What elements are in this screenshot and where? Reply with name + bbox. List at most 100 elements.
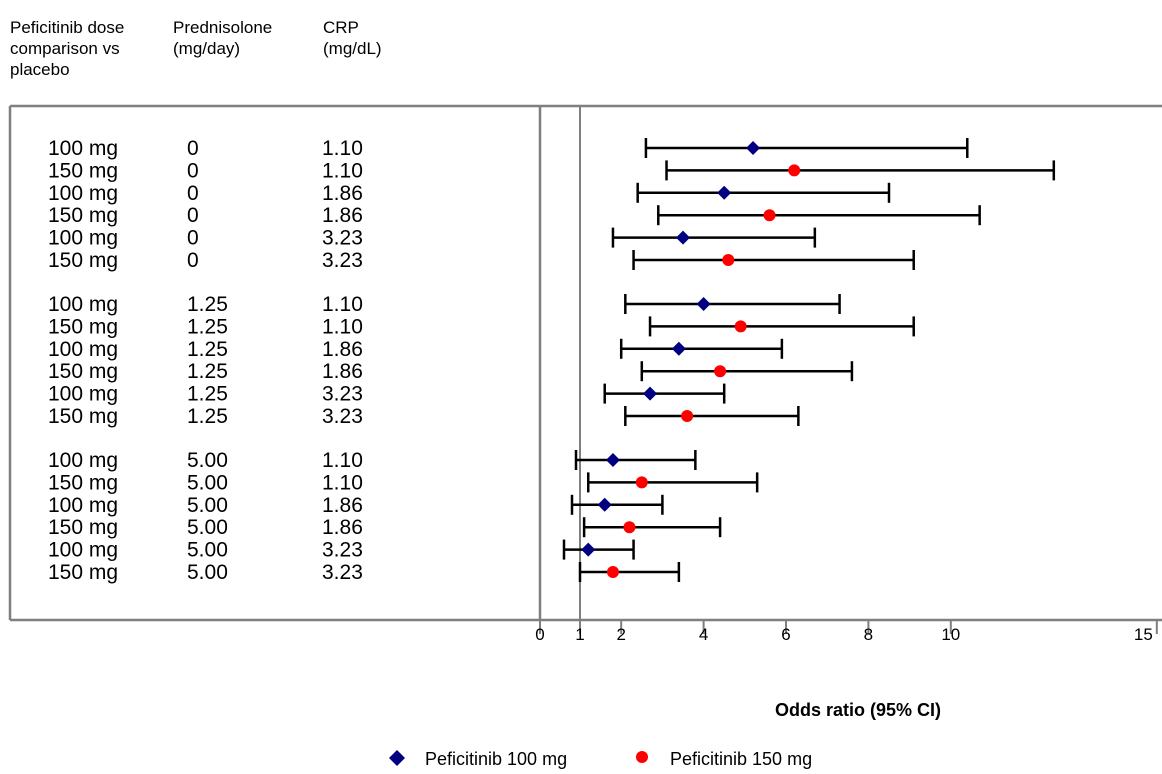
x-tick-label: 8 xyxy=(864,625,873,644)
row-prednisolone-value: 5.00 xyxy=(187,516,228,539)
row-crp-value: 1.10 xyxy=(322,471,363,494)
point-diamond xyxy=(676,230,690,245)
forest-row: 100 mg 0 3.23 xyxy=(48,227,817,250)
row-crp-value: 1.10 xyxy=(322,449,363,472)
forest-row: 150 mg 0 1.86 xyxy=(48,204,981,227)
row-prednisolone-value: 5.00 xyxy=(187,539,228,562)
point-circle xyxy=(635,476,648,489)
forest-row: 150 mg 0 1.10 xyxy=(48,159,1056,182)
row-dose-label: 100 mg xyxy=(48,182,118,205)
row-dose-label: 100 mg xyxy=(48,137,118,160)
rows-group: 100 mg 0 1.10 150 mg 0 1.10 100 mg 0 1.86 150 mg 0… xyxy=(48,137,1056,584)
header-prednisolone: Prednisolone (mg/day) xyxy=(173,18,273,58)
point-circle xyxy=(722,254,735,266)
plot-frame xyxy=(8,104,1162,622)
row-crp-value: 1.86 xyxy=(322,360,363,383)
point-diamond xyxy=(696,297,711,311)
point-diamond xyxy=(581,542,596,557)
x-tick-label: 15 xyxy=(1134,625,1153,644)
row-dose-label: 150 mg xyxy=(48,471,118,494)
x-tick-label: 4 xyxy=(699,625,708,644)
row-prednisolone-value: 1.25 xyxy=(187,383,228,406)
header-crp: CRP (mg/dL) xyxy=(323,18,382,58)
legend-label: Peficitinib 100 mg xyxy=(425,749,567,769)
forest-row: 150 mg 5.00 3.23 xyxy=(48,561,681,584)
legend-item: Peficitinib 150 mg xyxy=(636,749,812,769)
row-dose-label: 150 mg xyxy=(48,315,118,338)
point-diamond xyxy=(717,185,732,200)
row-crp-value: 3.23 xyxy=(322,561,363,584)
row-prednisolone-value: 0 xyxy=(187,249,199,272)
row-dose-label: 150 mg xyxy=(48,249,118,272)
x-axis: 0 1 2 4 6 8 10 15 xyxy=(535,620,1158,644)
legend-label: Peficitinib 150 mg xyxy=(670,749,812,769)
forest-row: 150 mg 1.25 1.86 xyxy=(48,360,854,383)
row-dose-label: 100 mg xyxy=(48,383,118,406)
point-circle xyxy=(681,410,694,422)
point-diamond xyxy=(597,497,612,512)
forest-row: 100 mg 5.00 1.86 xyxy=(48,494,664,517)
row-dose-label: 100 mg xyxy=(48,449,118,472)
row-dose-label: 150 mg xyxy=(48,405,118,428)
x-tick-label: 0 xyxy=(535,625,544,644)
point-diamond xyxy=(605,453,620,467)
legend-circle-marker xyxy=(636,751,648,763)
row-prednisolone-value: 0 xyxy=(187,159,199,182)
row-crp-value: 1.86 xyxy=(322,516,363,539)
forest-row: 100 mg 1.25 3.23 xyxy=(48,383,726,406)
row-prednisolone-value: 0 xyxy=(187,204,199,227)
point-diamond xyxy=(643,386,658,401)
row-prednisolone-value: 5.00 xyxy=(187,494,228,517)
point-circle xyxy=(763,209,776,222)
x-tick-label: 10 xyxy=(941,625,960,644)
row-dose-label: 100 mg xyxy=(48,494,118,517)
row-prednisolone-value: 1.25 xyxy=(187,293,228,316)
row-crp-value: 1.86 xyxy=(322,338,363,361)
x-tick-label: 1 xyxy=(575,625,584,644)
point-circle xyxy=(606,566,619,578)
point-circle xyxy=(734,320,747,333)
row-crp-value: 3.23 xyxy=(322,405,363,428)
row-crp-value: 3.23 xyxy=(322,249,363,272)
row-dose-label: 150 mg xyxy=(48,516,118,539)
row-dose-label: 150 mg xyxy=(48,204,118,227)
row-dose-label: 150 mg xyxy=(48,360,118,383)
row-dose-label: 100 mg xyxy=(48,338,118,361)
legend-item: Peficitinib 100 mg xyxy=(389,749,567,769)
point-circle xyxy=(623,521,636,534)
forest-row: 100 mg 0 1.10 xyxy=(48,137,969,160)
row-dose-label: 100 mg xyxy=(48,293,118,316)
forest-row: 150 mg 1.25 1.10 xyxy=(48,315,915,338)
row-crp-value: 1.10 xyxy=(322,137,363,160)
row-prednisolone-value: 5.00 xyxy=(187,561,228,584)
row-crp-value: 3.23 xyxy=(322,227,363,250)
x-tick-label: 2 xyxy=(616,625,625,644)
header-dose-comparison: Peficitinib dose comparison vs placebo xyxy=(10,18,125,79)
forest-row: 100 mg 5.00 3.23 xyxy=(48,539,635,562)
forest-row: 100 mg 5.00 1.10 xyxy=(48,449,697,472)
row-dose-label: 150 mg xyxy=(48,159,118,182)
forest-row: 150 mg 1.25 3.23 xyxy=(48,405,800,428)
point-circle xyxy=(714,365,727,378)
row-prednisolone-value: 5.00 xyxy=(187,471,228,494)
point-circle xyxy=(788,164,801,177)
forest-row: 100 mg 1.25 1.10 xyxy=(48,293,841,316)
legend-diamond-marker xyxy=(389,750,405,766)
row-crp-value: 1.86 xyxy=(322,182,363,205)
forest-row: 150 mg 5.00 1.10 xyxy=(48,471,759,494)
row-dose-label: 100 mg xyxy=(48,227,118,250)
legend: Peficitinib 100 mg Peficitinib 150 mg xyxy=(389,749,812,769)
row-prednisolone-value: 0 xyxy=(187,182,199,205)
row-crp-value: 1.10 xyxy=(322,293,363,316)
row-prednisolone-value: 1.25 xyxy=(187,360,228,383)
row-crp-value: 1.10 xyxy=(322,315,363,338)
row-crp-value: 1.86 xyxy=(322,204,363,227)
forest-row: 100 mg 1.25 1.86 xyxy=(48,338,784,361)
row-prednisolone-value: 1.25 xyxy=(187,338,228,361)
row-prednisolone-value: 0 xyxy=(187,137,199,160)
forest-row: 150 mg 5.00 1.86 xyxy=(48,516,722,539)
forest-row: 150 mg 0 3.23 xyxy=(48,249,915,272)
x-tick-label: 6 xyxy=(781,625,790,644)
row-crp-value: 1.86 xyxy=(322,494,363,517)
